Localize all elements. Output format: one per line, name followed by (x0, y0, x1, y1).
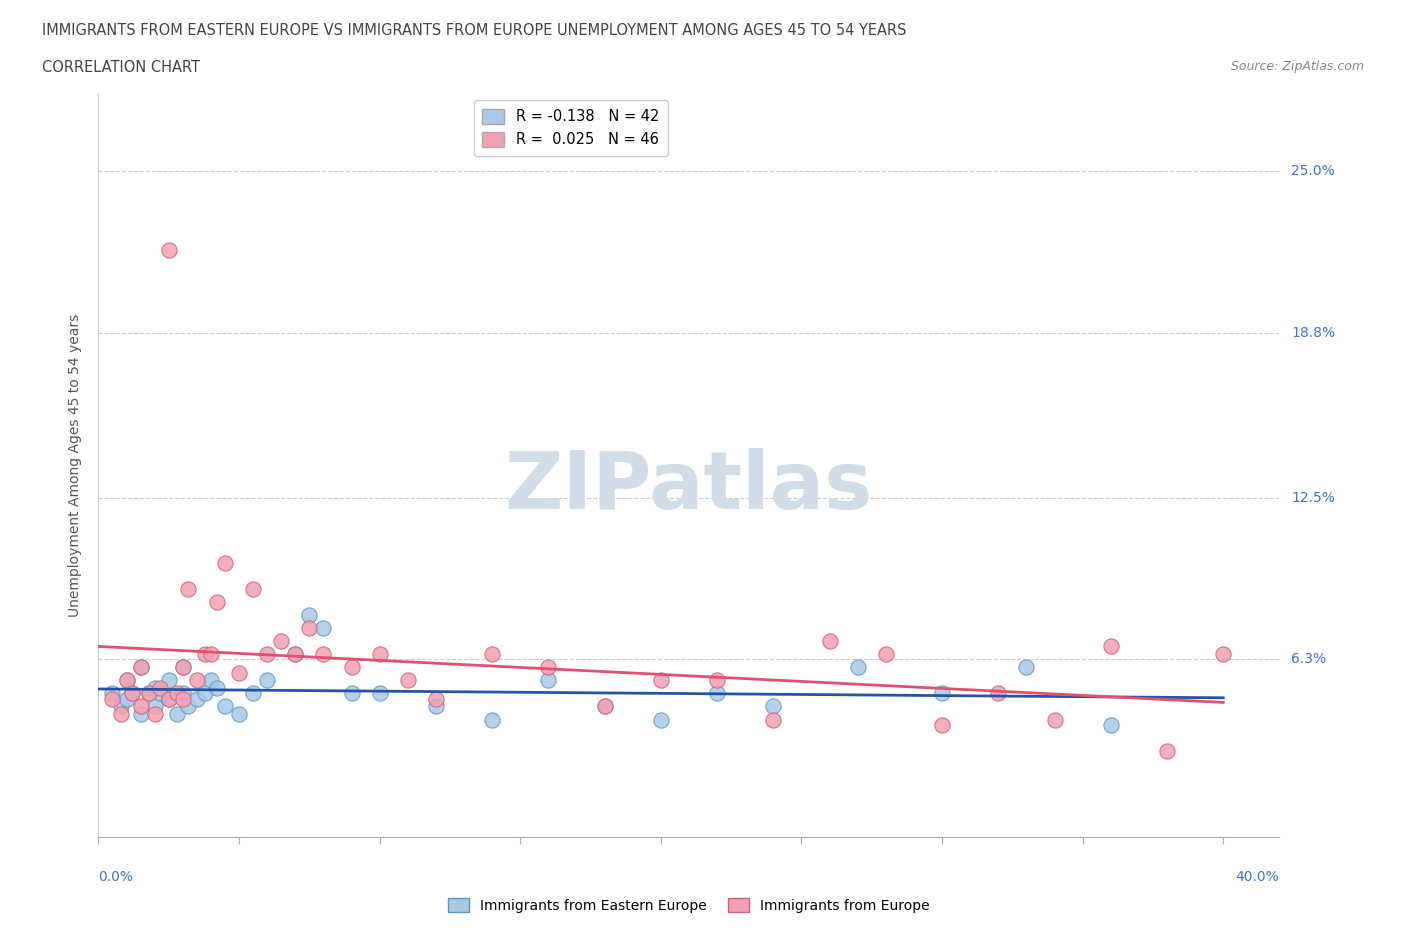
Point (157, 691, 180, 706)
Y-axis label: Unemployment Among Ages 45 to 54 years: Unemployment Among Ages 45 to 54 years (69, 313, 83, 617)
Point (172, 660, 194, 675)
Point (143, 699, 166, 714)
Point (214, 555, 236, 570)
Point (228, 707, 250, 722)
Point (706, 686, 728, 701)
Point (172, 686, 194, 701)
Point (1099, 639, 1122, 654)
Point (650, 673, 672, 688)
Point (172, 691, 194, 706)
Point (115, 673, 138, 688)
Text: 0.0%: 0.0% (98, 870, 134, 884)
Point (129, 660, 152, 675)
Text: CORRELATION CHART: CORRELATION CHART (42, 60, 200, 75)
Point (762, 699, 785, 714)
Point (138, 686, 160, 701)
Point (200, 647, 222, 662)
Text: 18.8%: 18.8% (1291, 326, 1336, 340)
Point (157, 691, 180, 706)
Point (115, 691, 138, 706)
Point (166, 707, 188, 722)
Point (115, 673, 138, 688)
Point (650, 712, 672, 727)
Point (312, 620, 335, 635)
Point (157, 242, 180, 257)
Point (270, 633, 292, 648)
Point (129, 699, 152, 714)
Point (368, 647, 391, 662)
Point (110, 699, 132, 714)
Point (846, 660, 869, 675)
Point (537, 673, 560, 688)
Point (101, 691, 124, 706)
Text: 25.0%: 25.0% (1291, 165, 1336, 179)
Point (987, 686, 1010, 701)
Point (425, 699, 447, 714)
Point (875, 647, 897, 662)
Point (110, 707, 132, 722)
Point (368, 686, 391, 701)
Point (177, 699, 200, 714)
Point (396, 673, 419, 688)
Text: 12.5%: 12.5% (1291, 491, 1336, 505)
Point (1043, 712, 1066, 727)
Point (143, 707, 166, 722)
Point (121, 686, 143, 701)
Point (194, 647, 217, 662)
Point (1156, 743, 1178, 758)
Point (298, 607, 321, 622)
Point (186, 691, 208, 706)
Text: 6.3%: 6.3% (1291, 653, 1326, 667)
Point (284, 647, 307, 662)
Legend: R = -0.138   N = 42, R =  0.025   N = 46: R = -0.138 N = 42, R = 0.025 N = 46 (474, 100, 668, 156)
Point (537, 660, 560, 675)
Point (256, 647, 278, 662)
Point (1099, 717, 1122, 732)
Point (205, 681, 228, 696)
Point (298, 620, 321, 635)
Point (593, 699, 616, 714)
Point (706, 673, 728, 688)
Point (157, 673, 180, 688)
Point (143, 681, 166, 696)
Point (172, 660, 194, 675)
Point (166, 686, 188, 701)
Point (200, 673, 222, 688)
Point (194, 686, 217, 701)
Point (186, 673, 208, 688)
Point (242, 581, 264, 596)
Point (101, 686, 124, 701)
Point (121, 686, 143, 701)
Point (1015, 660, 1038, 675)
Point (214, 699, 236, 714)
Point (312, 647, 335, 662)
Text: 40.0%: 40.0% (1236, 870, 1279, 884)
Point (256, 673, 278, 688)
Point (481, 712, 503, 727)
Point (129, 707, 152, 722)
Point (593, 699, 616, 714)
Point (242, 686, 264, 701)
Text: Source: ZipAtlas.com: Source: ZipAtlas.com (1230, 60, 1364, 73)
Point (425, 691, 447, 706)
Point (228, 665, 250, 680)
Point (481, 647, 503, 662)
Point (340, 686, 363, 701)
Point (931, 717, 953, 732)
Text: ZIPatlas: ZIPatlas (505, 448, 873, 526)
Point (149, 686, 172, 701)
Point (284, 647, 307, 662)
Point (129, 660, 152, 675)
Legend: Immigrants from Eastern Europe, Immigrants from Europe: Immigrants from Eastern Europe, Immigran… (443, 893, 935, 919)
Point (149, 681, 172, 696)
Text: IMMIGRANTS FROM EASTERN EUROPE VS IMMIGRANTS FROM EUROPE UNEMPLOYMENT AMONG AGES: IMMIGRANTS FROM EASTERN EUROPE VS IMMIGR… (42, 23, 907, 38)
Point (340, 660, 363, 675)
Point (177, 581, 200, 596)
Point (205, 594, 228, 609)
Point (138, 686, 160, 701)
Point (931, 686, 953, 701)
Point (818, 633, 841, 648)
Point (1212, 647, 1234, 662)
Point (762, 712, 785, 727)
